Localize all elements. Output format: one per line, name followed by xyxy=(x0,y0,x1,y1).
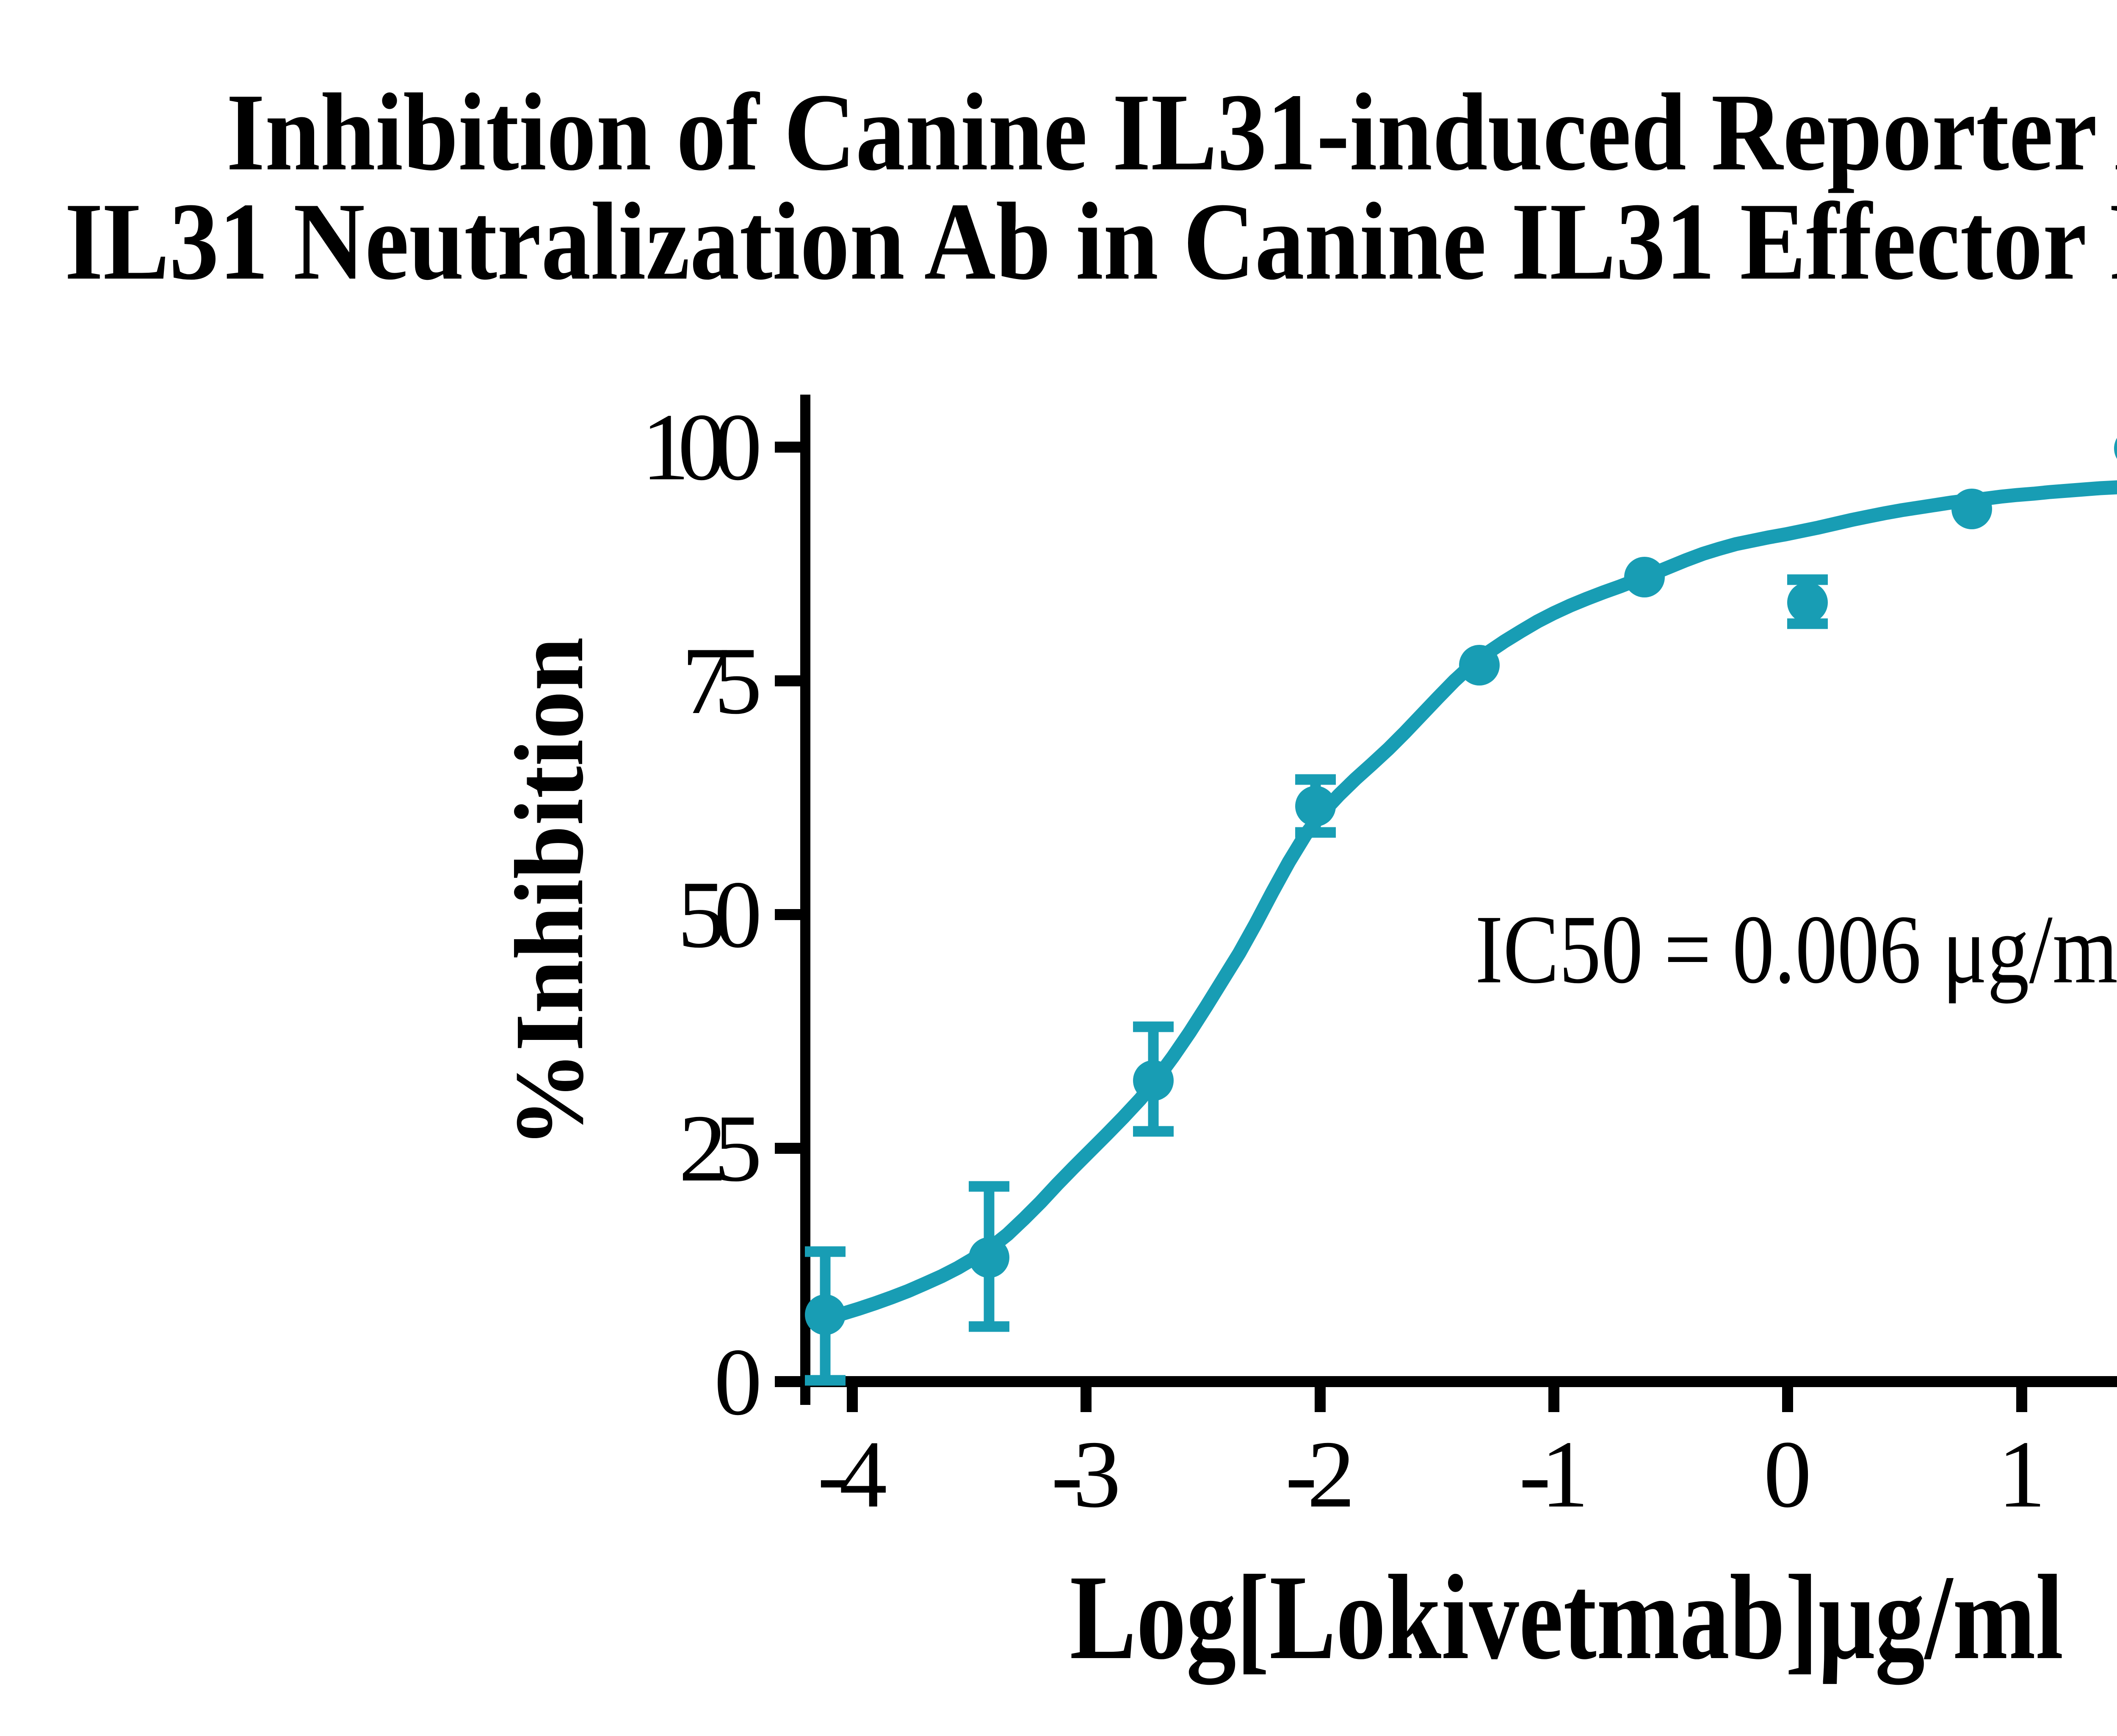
svg-text:Inhibition of Canine IL31-indu: Inhibition of Canine IL31-induced Report… xyxy=(227,71,2117,194)
svg-text:0: 0 xyxy=(1763,1421,1812,1528)
svg-text:%Inhibition: %Inhibition xyxy=(495,637,604,1148)
svg-text:75: 75 xyxy=(682,628,762,734)
svg-text:0: 0 xyxy=(714,1329,763,1435)
svg-text:-1: -1 xyxy=(1519,1421,1589,1528)
svg-text:1: 1 xyxy=(1998,1421,2046,1528)
svg-text:Log[Lokivetmab]μg/ml: Log[Lokivetmab]μg/ml xyxy=(1070,1550,2064,1686)
svg-text:-4: -4 xyxy=(818,1421,887,1528)
svg-text:IC50 = 0.006 μg/ml: IC50 = 0.006 μg/ml xyxy=(1475,895,2117,1004)
svg-text:25: 25 xyxy=(679,1095,762,1202)
svg-text:IL31 Neutralization Ab in Cani: IL31 Neutralization Ab in Canine IL31 Ef… xyxy=(65,180,2117,303)
svg-text:-3: -3 xyxy=(1051,1421,1121,1528)
svg-text:50: 50 xyxy=(677,862,762,968)
svg-text:-2: -2 xyxy=(1285,1421,1355,1528)
svg-text:100: 100 xyxy=(641,394,762,500)
